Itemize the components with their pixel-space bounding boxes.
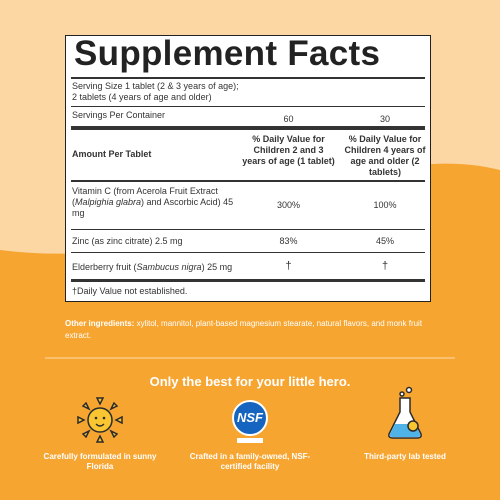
serving-line: 2 tablets (4 years of age and older) [72, 92, 212, 102]
daily-value: 83% [279, 236, 298, 246]
daily-value: 300% [276, 200, 301, 210]
nsf-logo [232, 400, 268, 443]
serving-size: Serving Size 1 tablet (2 & 3 years of ag… [72, 81, 372, 103]
daily-value: † [285, 260, 292, 272]
feature-label: Third-party lab tested [364, 452, 446, 461]
column-header: % Daily Value for Children 2 and 3 years… [242, 134, 335, 166]
serving-line: Serving Size 1 tablet (2 & 3 years of ag… [72, 81, 239, 91]
nsf-text: NSF [237, 410, 263, 425]
daily-value: 45% [375, 236, 394, 246]
flask-icon [388, 386, 422, 439]
divider [71, 126, 425, 130]
servings-value: 30 [379, 114, 390, 124]
divider [71, 252, 425, 253]
daily-value: 100% [373, 200, 397, 210]
feature-label: Carefully formulated in sunny Florida [43, 452, 157, 471]
servings-label: Servings Per Container [72, 110, 166, 120]
name-part: Malpighia glabra [75, 197, 142, 207]
name-part: Zinc (as zinc citrate) 2.5 mg [72, 236, 183, 246]
column-header: Amount Per Tablet [72, 149, 152, 159]
divider [71, 106, 425, 107]
tagline: Only the best for your little hero. [149, 374, 351, 389]
name-part: ) 25 mg [201, 262, 233, 272]
ingredients-text: xylitol, mannitol, plant-based magnesium… [65, 319, 423, 340]
nutrient-name: Elderberry fruit (Sambucus nigra) 25 mg [72, 262, 232, 273]
servings-value: 60 [283, 114, 294, 124]
feature-label: Crafted in a family-owned, NSF-certified… [189, 452, 311, 471]
nutrient-name: Zinc (as zinc citrate) 2.5 mg [72, 236, 183, 247]
facts-title: Supplement Facts [74, 34, 381, 73]
divider [71, 180, 425, 182]
name-part: Elderberry fruit ( [72, 262, 137, 272]
name-part: Sambucus nigra [136, 262, 202, 272]
other-ingredients: Other ingredients: xylitol, mannitol, pl… [65, 318, 440, 342]
divider [71, 77, 425, 79]
column-header: % Daily Value for Children 4 years of ag… [344, 134, 426, 177]
name-part: ) and Ascorbic Acid) 45 mg [72, 197, 234, 218]
divider [71, 229, 425, 230]
sun-icon [77, 397, 123, 443]
nutrient-name: Vitamin C (from Acerola Fruit Extract (M… [72, 186, 237, 219]
divider [71, 279, 425, 282]
footnote: †Daily Value not established. [72, 286, 188, 296]
daily-value: † [381, 260, 389, 272]
name-part: Vitamin C (from Acerola Fruit Extract ( [72, 186, 218, 207]
ingredients-label: Other ingredients: [65, 319, 135, 328]
facts-panel: Supplement Facts Serving Size 1 tablet (… [65, 34, 431, 302]
